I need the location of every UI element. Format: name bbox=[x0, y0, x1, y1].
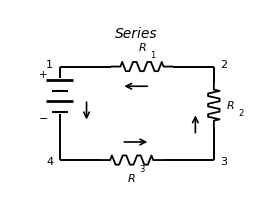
Text: $R$: $R$ bbox=[127, 172, 136, 184]
Text: $R$: $R$ bbox=[226, 99, 235, 111]
Text: 2: 2 bbox=[238, 109, 243, 118]
Text: −: − bbox=[39, 114, 48, 124]
Text: $R$: $R$ bbox=[138, 41, 146, 53]
Text: 4: 4 bbox=[46, 157, 53, 167]
Text: Series: Series bbox=[114, 27, 157, 41]
Text: 1: 1 bbox=[150, 50, 155, 60]
Text: 1: 1 bbox=[46, 60, 53, 70]
Text: 3: 3 bbox=[221, 157, 228, 167]
Text: 3: 3 bbox=[139, 165, 145, 174]
Text: +: + bbox=[39, 70, 48, 80]
Text: 2: 2 bbox=[220, 60, 228, 70]
